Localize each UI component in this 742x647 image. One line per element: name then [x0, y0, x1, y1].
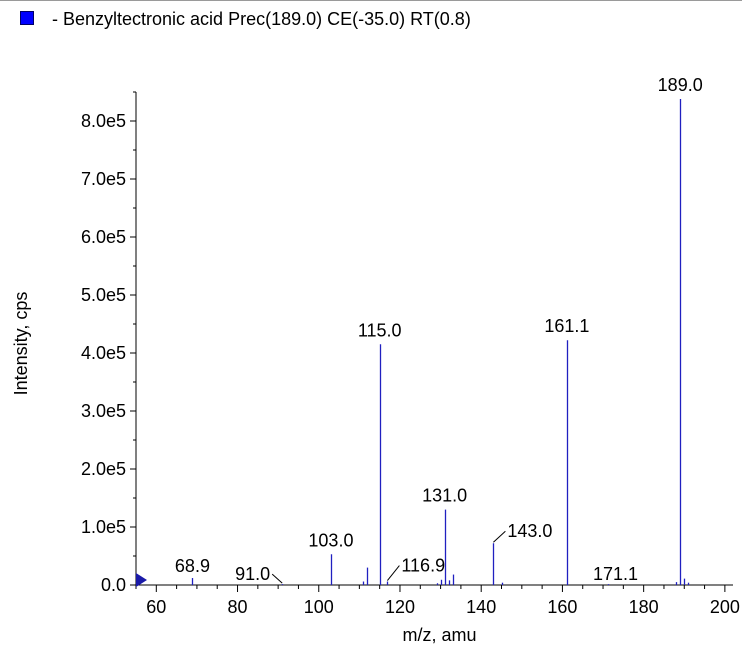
legend-swatch: [20, 11, 34, 25]
peak-label: 115.0: [358, 320, 402, 340]
x-tick-label: 200: [710, 597, 740, 617]
peak-label: 68.9: [175, 556, 210, 576]
x-tick-label: 160: [547, 597, 577, 617]
axes: 60 80 100 120 140 160 180 200 0.0 1.0e5 2.0e5 3.0e5…: [81, 91, 740, 617]
y-tick-label: 1.0e5: [81, 517, 126, 537]
y-axis-label: Intensity, cps: [11, 292, 31, 396]
peaks: [191, 98, 690, 585]
peak-labels: 68.9 91.0 103.0 115.0 116.9 131.0 143.0 161.1 17…: [175, 75, 703, 584]
x-tick-label: 140: [466, 597, 496, 617]
y-tick-label: 4.0e5: [81, 343, 126, 363]
y-tick-label: 3.0e5: [81, 401, 126, 421]
peak-label-leader: [386, 565, 400, 581]
peak-label: 116.9: [401, 556, 445, 576]
baseline-marker-icon: [136, 573, 147, 587]
peak-label: 103.0: [308, 530, 353, 550]
y-tick-label: 2.0e5: [81, 459, 126, 479]
y-tick-label: 8.0e5: [81, 111, 126, 131]
peak-label: 161.1: [544, 316, 589, 336]
peak-label: 91.0: [235, 564, 270, 584]
x-tick-label: 100: [304, 597, 334, 617]
peak-label: 143.0: [507, 521, 552, 541]
y-tick-label: 0.0: [101, 575, 126, 595]
x-tick-label: 80: [228, 597, 248, 617]
peak-label: 189.0: [658, 75, 703, 95]
y-tick-label: 7.0e5: [81, 169, 126, 189]
peak-label-leader: [493, 530, 506, 543]
legend-label: - Benzyltectronic acid Prec(189.0) CE(-3…: [52, 9, 471, 29]
top-divider: [0, 0, 742, 1]
peak-label: 131.0: [422, 486, 467, 506]
peak-label: 171.1: [593, 564, 638, 584]
x-tick-label: 120: [385, 597, 415, 617]
x-tick-label: 180: [629, 597, 659, 617]
y-tick-label: 5.0e5: [81, 285, 126, 305]
x-tick-label: 60: [146, 597, 166, 617]
legend: - Benzyltectronic acid Prec(189.0) CE(-3…: [0, 0, 742, 40]
x-axis-label: m/z, amu: [402, 625, 476, 645]
peak-label-leader: [271, 573, 283, 584]
y-tick-label: 6.0e5: [81, 227, 126, 247]
